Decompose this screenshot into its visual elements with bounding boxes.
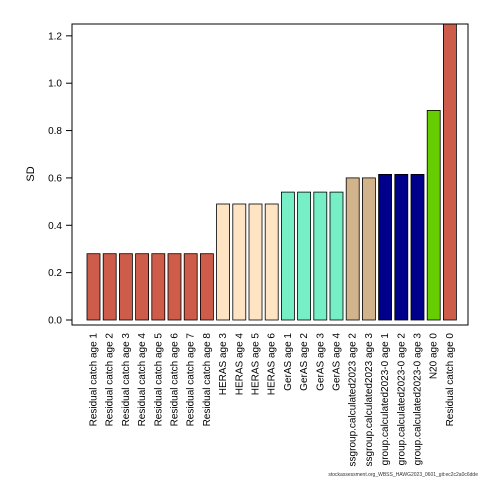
bars-group — [86, 23, 457, 321]
bar-13 — [280, 191, 295, 321]
bar-6 — [167, 253, 182, 321]
bar-8 — [199, 253, 214, 321]
plot-frame — [71, 23, 469, 326]
x-category-label: Residual catch age 6 — [170, 333, 181, 427]
x-category-label: HERAS age 5 — [251, 333, 262, 396]
bar-14 — [297, 191, 312, 321]
x-category-label: Residual catch age 4 — [137, 333, 148, 427]
footer-text: stockassessment.org_WBSS_HAWG2023_0601_g… — [328, 472, 478, 478]
x-category-label: group.calculated2023-0 age 1 — [380, 333, 391, 466]
y-axis-title: SD — [25, 166, 37, 181]
bar-9 — [216, 203, 231, 321]
x-category-label: Residual catch age 2 — [105, 333, 116, 427]
bar-10 — [232, 203, 247, 321]
x-axis-labels: Residual catch age 1 Residual catch age 2… — [89, 333, 456, 467]
bar-22 — [426, 110, 441, 321]
x-category-label: Residual catch age 1 — [89, 333, 100, 427]
x-category-label: group.calculated2023-0 age 2 — [396, 333, 407, 466]
x-category-label: ssgroup.calculated2023 age 2 — [348, 333, 359, 467]
bar-7 — [183, 253, 198, 321]
x-category-label: Residual catch age 8 — [202, 333, 213, 427]
bar-15 — [313, 191, 328, 321]
bar-18 — [361, 177, 376, 321]
bar-16 — [329, 191, 344, 321]
y-tick-label: 0.0 — [48, 316, 62, 327]
x-category-label: HERAS age 6 — [267, 333, 278, 396]
y-tick-label: 0.2 — [48, 268, 62, 279]
x-category-label: Residual catch age 0 — [445, 333, 456, 427]
y-tick-label: 0.8 — [48, 126, 62, 137]
y-tick-label: 0.6 — [48, 173, 62, 184]
bar-3 — [119, 253, 133, 321]
x-category-label: Residual catch age 3 — [121, 333, 132, 427]
bar-11 — [248, 203, 263, 321]
x-category-label: HERAS age 4 — [234, 333, 245, 396]
bar-17 — [345, 177, 360, 321]
bar-23 — [442, 23, 457, 321]
bar-2 — [102, 253, 117, 321]
x-category-label: GerAS age 1 — [283, 333, 294, 391]
bar-12 — [264, 203, 279, 321]
x-category-label: Residual catch age 7 — [186, 333, 197, 427]
y-axis: 0.0 0.2 0.4 0.6 0.8 1.0 1.2 — [48, 31, 72, 327]
bar-5 — [151, 253, 166, 321]
x-category-label: group.calculated2023-0 age 3 — [413, 333, 424, 466]
x-category-label: ssgroup.calculated2023 age 3 — [364, 333, 375, 467]
bar-19 — [378, 173, 393, 321]
x-category-label: Residual catch age 5 — [153, 333, 164, 427]
x-category-label: HERAS age 3 — [218, 333, 229, 396]
y-tick-label: 1.0 — [48, 79, 62, 90]
x-category-label: GerAS age 4 — [332, 333, 343, 391]
bar-20 — [394, 173, 409, 321]
x-category-label: GerAS age 3 — [315, 333, 326, 391]
bar-1 — [86, 253, 101, 321]
x-category-label: GerAS age 2 — [299, 333, 310, 391]
y-tick-label: 1.2 — [48, 31, 62, 42]
y-tick-label: 0.4 — [48, 221, 62, 232]
x-category-label: N20 age 0 — [429, 333, 440, 380]
bar-21 — [410, 173, 425, 321]
bar-4 — [135, 253, 150, 321]
